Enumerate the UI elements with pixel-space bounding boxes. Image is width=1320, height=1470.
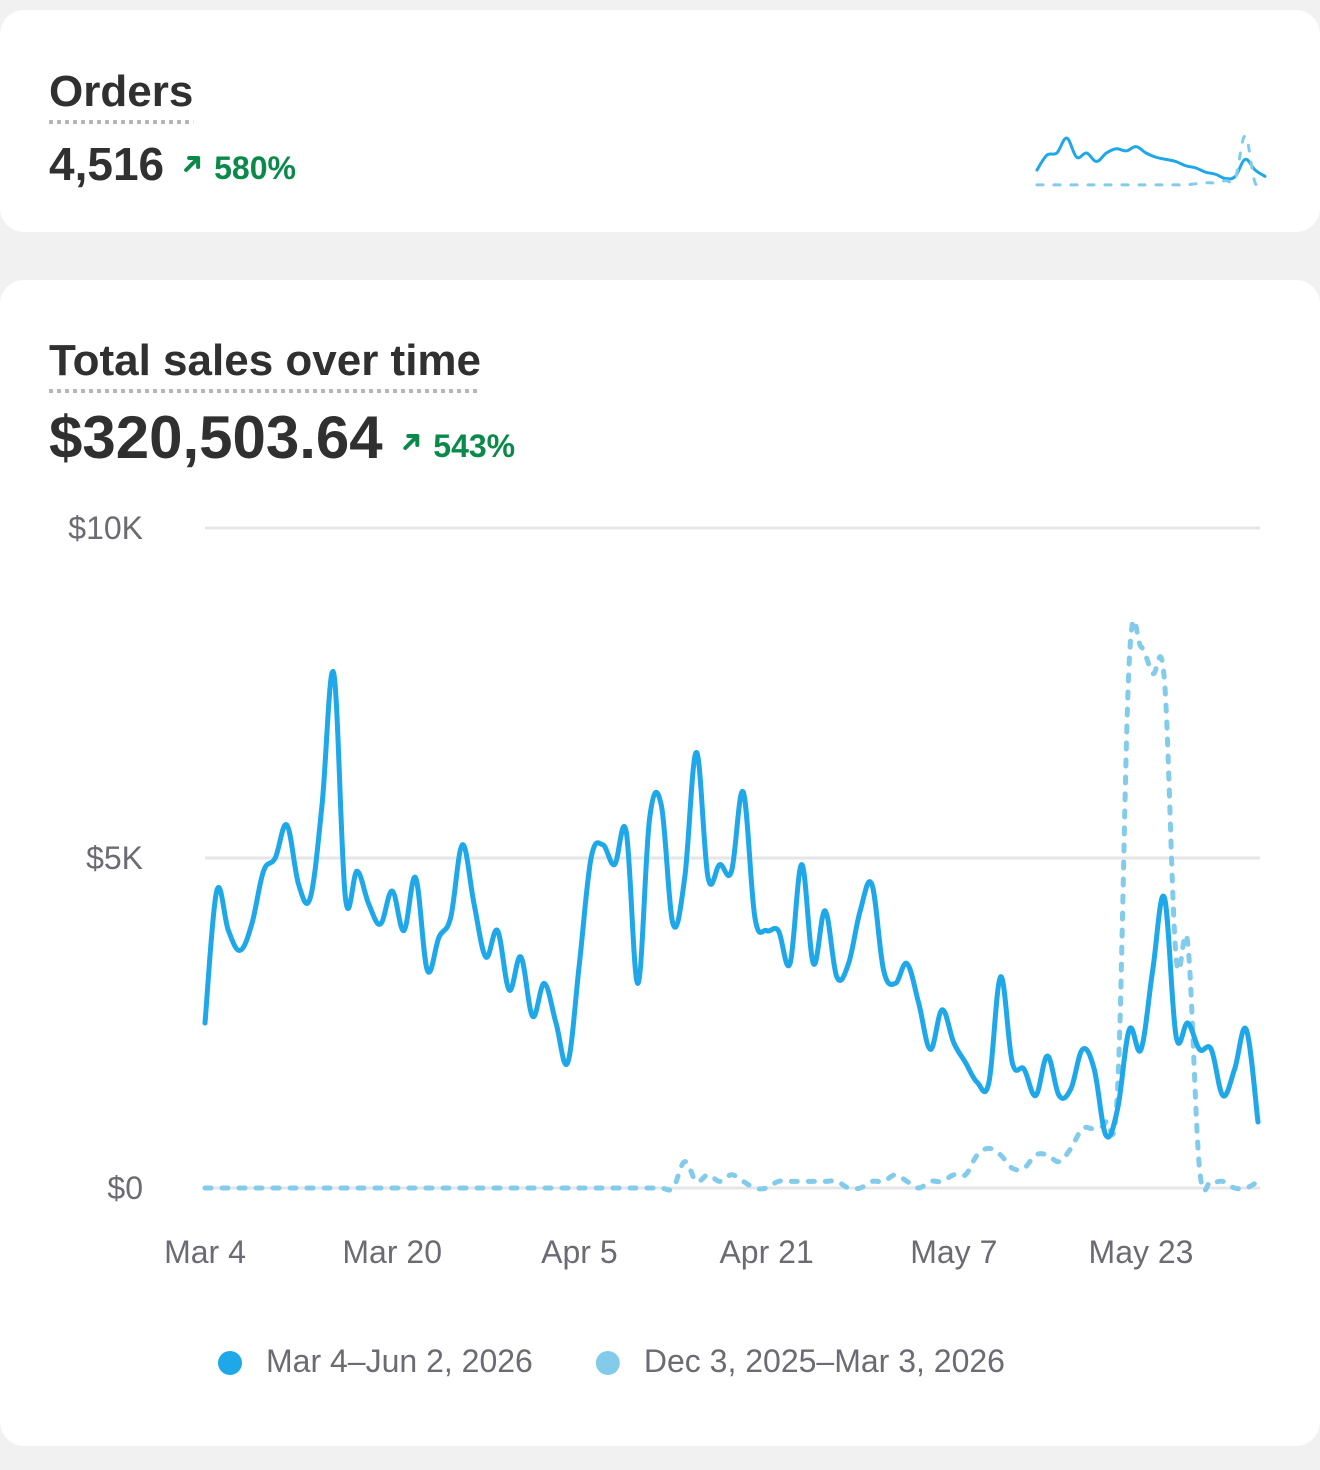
orders-card: [0, 10, 1320, 232]
headline-value: $320,503.64: [49, 404, 383, 471]
headline-value: 4,516: [49, 138, 164, 190]
change-arrow: [184, 156, 201, 172]
series-line: [202, 617, 1261, 1194]
sales-card: [0, 280, 1320, 1446]
card-title: Total sales over time: [49, 336, 481, 385]
x-tick-label: Apr 21: [719, 1234, 813, 1270]
x-tick-label: May 23: [1089, 1234, 1194, 1270]
x-tick-label: Mar 20: [342, 1234, 442, 1270]
x-tick-label: Apr 5: [541, 1234, 617, 1270]
legend-swatch: [595, 1351, 620, 1375]
change-arrow: [403, 434, 420, 450]
change-percent: 580%: [214, 150, 296, 186]
series-line: [202, 668, 1261, 1140]
series-line: [1035, 136, 1267, 181]
legend-swatch: [218, 1351, 242, 1375]
x-tick-label: Mar 4: [164, 1234, 246, 1270]
y-tick-label: $0: [107, 1170, 143, 1206]
x-tick-label: May 7: [910, 1234, 997, 1270]
card-title: Orders: [49, 67, 193, 116]
legend-label: Mar 4–Jun 2, 2026: [266, 1343, 533, 1379]
legend-label: Dec 3, 2025–Mar 3, 2026: [644, 1343, 1005, 1379]
change-percent: 543%: [433, 428, 515, 464]
series-line: [1035, 134, 1267, 190]
y-tick-label: $5K: [86, 840, 143, 876]
y-tick-label: $10K: [68, 510, 143, 546]
